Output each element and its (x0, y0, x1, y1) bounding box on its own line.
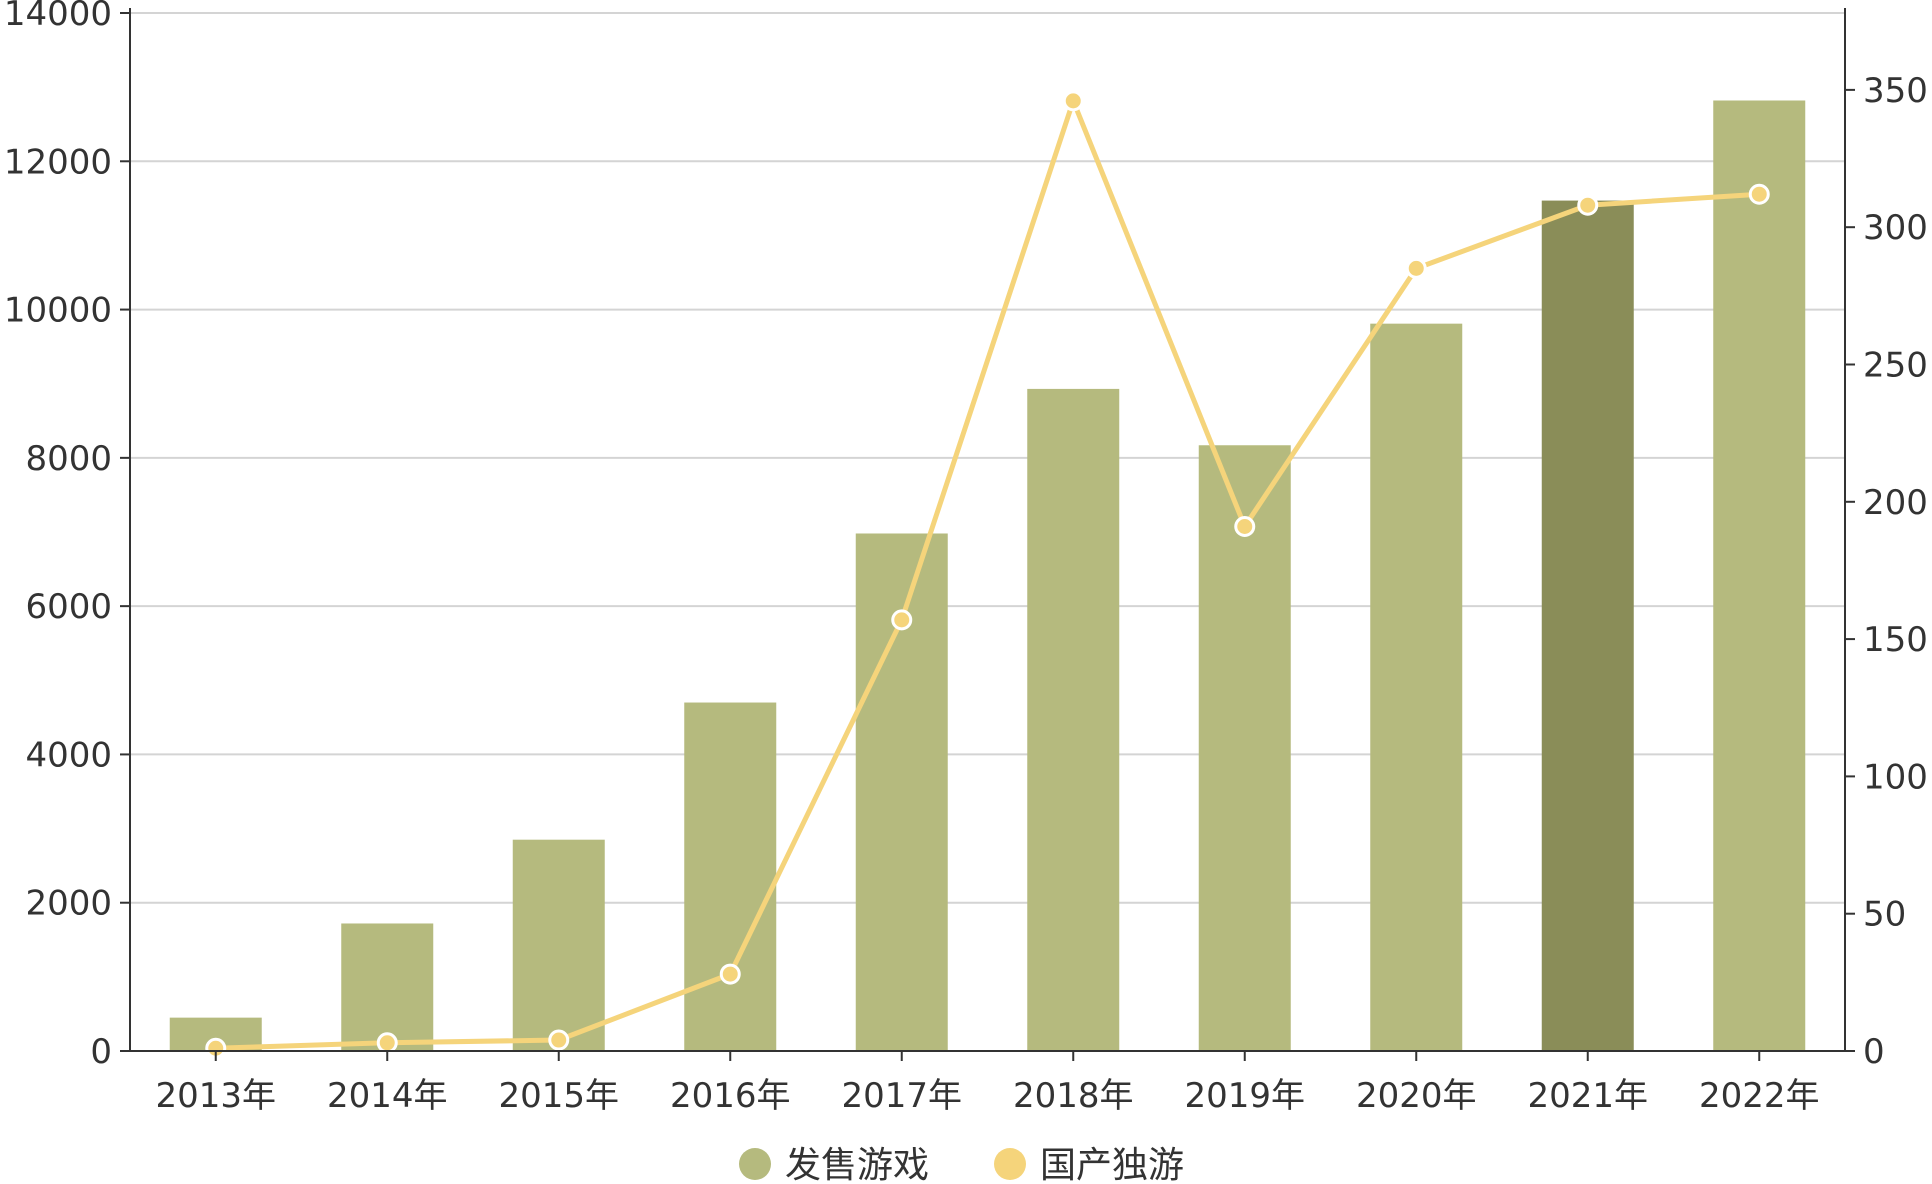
bar-2016年[interactable] (684, 702, 777, 1051)
legend-swatch-games (739, 1148, 771, 1180)
line-point-2018年[interactable] (1062, 90, 1084, 112)
line-point-2022年[interactable] (1748, 183, 1770, 205)
bar-2021年[interactable] (1541, 200, 1634, 1051)
y-left-tick-label: 6000 (25, 587, 112, 627)
line-point-2019年[interactable] (1234, 516, 1256, 538)
legend-label-indie: 国产独游 (1040, 1145, 1184, 1184)
x-tick-label: 2018年 (1013, 1076, 1134, 1116)
x-tick-label: 2021年 (1527, 1076, 1648, 1116)
y-right-tick-labels: 0 50 100 150 200 250 300 350 (1845, 71, 1928, 1072)
y-right-tick-label: 200 (1863, 483, 1928, 523)
y-right-tick-label: 50 (1863, 895, 1906, 935)
legend-swatch-indie (994, 1148, 1026, 1180)
y-left-tick-label: 4000 (25, 735, 112, 775)
y-right-tick-label: 250 (1863, 345, 1928, 385)
axes (129, 8, 1846, 1052)
y-right-tick-label: 150 (1863, 620, 1928, 660)
y-left-tick-label: 10000 (4, 291, 112, 331)
bar-2018年[interactable] (1027, 388, 1120, 1051)
y-left-tick-label: 8000 (25, 439, 112, 479)
y-left-tick-label: 12000 (4, 142, 112, 182)
y-right-tick-label: 300 (1863, 208, 1928, 248)
x-tick-label: 2016年 (670, 1076, 791, 1116)
legend-item-games[interactable]: 发售游戏 (739, 1145, 929, 1184)
y-left-tick-label: 14000 (4, 0, 112, 34)
line-series (205, 90, 1770, 1059)
x-tick-label: 2019年 (1184, 1076, 1305, 1116)
line-point-2017年[interactable] (891, 609, 913, 631)
y-left-tick-label: 0 (90, 1032, 112, 1072)
bar-series (169, 100, 1806, 1051)
x-tick-label: 2022年 (1699, 1076, 1820, 1116)
line-point-2015年[interactable] (548, 1029, 570, 1051)
y-left-tick-labels: 0 2000 4000 6000 8000 10000 12000 14000 (4, 0, 130, 1072)
bar-2020年[interactable] (1370, 323, 1463, 1051)
line-point-2020年[interactable] (1405, 257, 1427, 279)
bar-2015年[interactable] (512, 839, 605, 1051)
legend-item-indie[interactable]: 国产独游 (994, 1145, 1184, 1184)
y-left-tick-label: 2000 (25, 884, 112, 924)
bar-2022年[interactable] (1713, 100, 1806, 1051)
x-tick-label: 2013年 (155, 1076, 276, 1116)
bar-2014年[interactable] (341, 923, 434, 1051)
grid-lines (130, 12, 1845, 904)
line-point-2016年[interactable] (719, 963, 741, 985)
line-path (215, 98, 1760, 1051)
bar-2019年[interactable] (1198, 445, 1291, 1051)
legend-label-games: 发售游戏 (785, 1145, 929, 1184)
y-right-tick-label: 350 (1863, 71, 1928, 111)
legend[interactable]: 发售游戏 国产独游 (739, 1145, 1184, 1184)
x-tick-label: 2015年 (498, 1076, 619, 1116)
x-tick-label: 2014年 (327, 1076, 448, 1116)
line-point-2021年[interactable] (1577, 194, 1599, 216)
x-tick-label: 2017年 (841, 1076, 962, 1116)
y-right-tick-label: 0 (1863, 1032, 1885, 1072)
line-point-2014年[interactable] (376, 1032, 398, 1054)
x-tick-label: 2020年 (1356, 1076, 1477, 1116)
x-tick-labels: 2013年 2014年 2015年 2016年 2017年 2018年 2019年 2020年… (155, 1051, 1820, 1116)
y-right-tick-label: 100 (1863, 757, 1928, 797)
